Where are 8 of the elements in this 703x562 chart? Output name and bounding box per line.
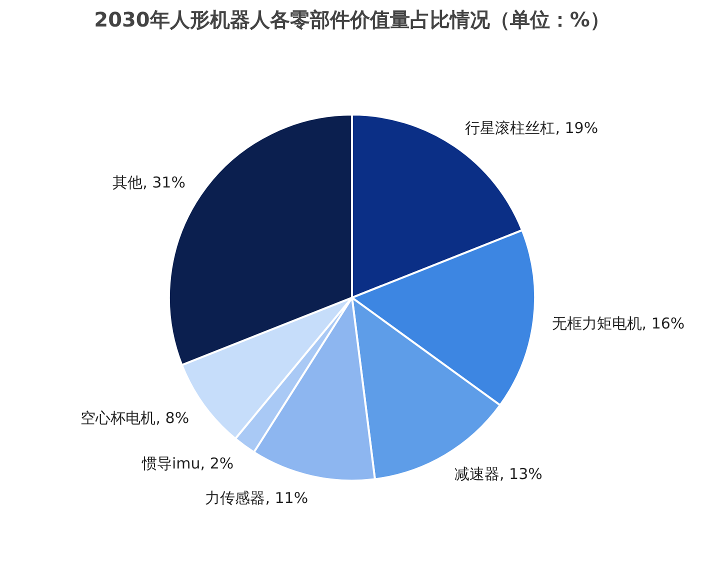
slice-label: 无框力矩电机, 16% <box>552 314 685 332</box>
slice-label: 空心杯电机, 8% <box>80 409 190 428</box>
slice-label: 减速器, 13% <box>454 465 542 484</box>
slice-label: 其他, 31% <box>112 173 186 192</box>
slice-label: 惯导imu, 2% <box>141 454 234 473</box>
chart-title: 2030年人形机器人各零部件价值量占比情况（单位：%） <box>94 8 610 32</box>
slice-label: 力传感器, 11% <box>205 488 308 507</box>
slice-label: 行星滚柱丝杠, 19% <box>465 118 598 137</box>
